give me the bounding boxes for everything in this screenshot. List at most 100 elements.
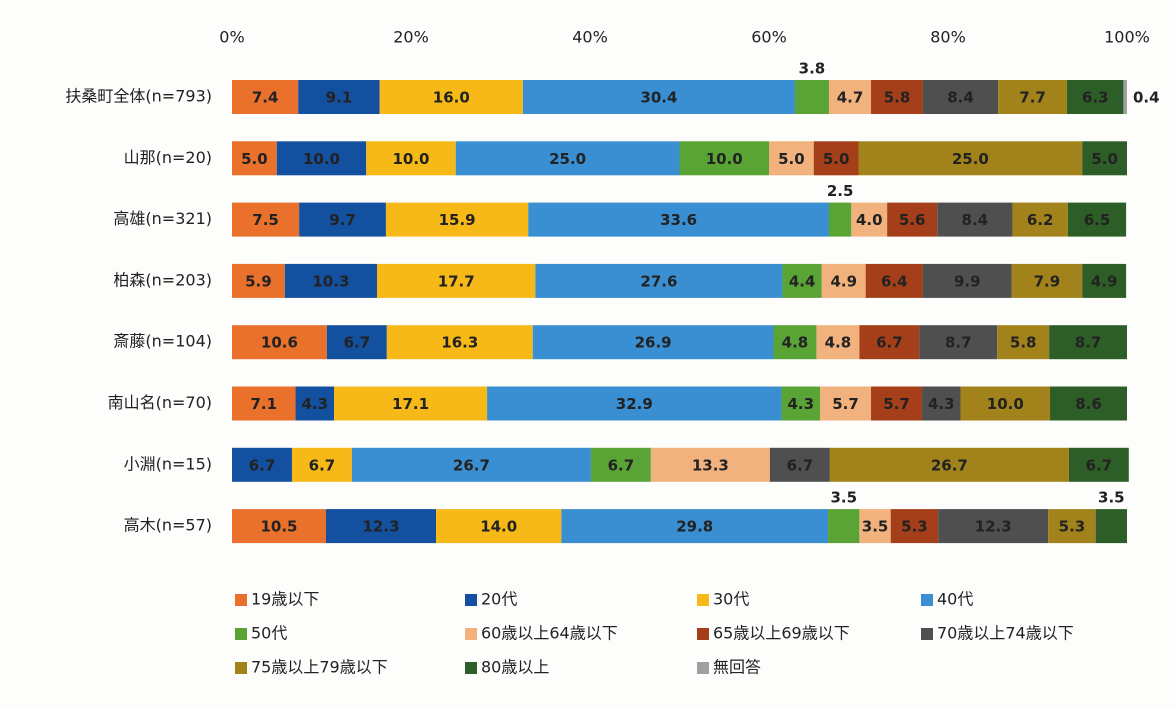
legend-swatch	[697, 594, 709, 606]
bar-segment	[334, 386, 488, 421]
legend-label: 50代	[251, 624, 287, 643]
value-label: 14.0	[480, 518, 517, 536]
category-label: 高木(n=57)	[124, 516, 212, 535]
value-label: 0.4	[1133, 89, 1160, 107]
bar-segment	[232, 80, 299, 114]
bar-segment	[366, 141, 456, 176]
value-label: 25.0	[952, 150, 989, 168]
value-label: 5.7	[832, 395, 859, 413]
legend-label: 20代	[481, 590, 517, 609]
value-label: 2.5	[827, 182, 854, 200]
bar-segment	[1011, 263, 1083, 298]
value-label: 3.5	[830, 489, 857, 507]
bar-segment	[858, 141, 1083, 176]
bar-segment	[938, 509, 1049, 544]
legend-label: 19歳以下	[251, 590, 319, 609]
bar-segment	[871, 386, 923, 421]
value-label: 10.5	[260, 518, 297, 536]
value-label: 7.9	[1034, 272, 1061, 290]
value-label: 7.1	[250, 395, 277, 413]
value-label: 5.0	[823, 150, 850, 168]
legend-swatch	[235, 594, 247, 606]
value-label: 5.9	[245, 272, 272, 290]
bar-segment	[528, 202, 829, 237]
bar-segment	[1082, 141, 1127, 176]
bar-segment	[532, 325, 774, 360]
bar-segment	[829, 447, 1069, 482]
bar-segment	[232, 141, 277, 176]
value-label: 5.0	[241, 150, 268, 168]
bar-segment	[561, 509, 829, 544]
value-label: 6.7	[344, 334, 371, 352]
value-label: 6.2	[1027, 211, 1054, 229]
value-label: 27.6	[640, 272, 677, 290]
value-label: 6.7	[249, 456, 276, 474]
legend-swatch	[921, 594, 933, 606]
bar-segment	[351, 447, 591, 482]
bar-segment	[773, 325, 817, 360]
value-label: 13.3	[692, 456, 729, 474]
bar-segment	[1050, 386, 1127, 421]
bar-segment	[291, 447, 352, 482]
category-label: 高雄(n=321)	[113, 209, 212, 228]
bar-segment	[232, 386, 296, 421]
bar-segment	[859, 325, 920, 360]
legend-swatch	[465, 628, 477, 640]
value-label: 4.0	[856, 211, 883, 229]
bar-segment	[821, 263, 866, 298]
x-tick-label: 100%	[1104, 28, 1150, 47]
value-label: 16.0	[433, 89, 470, 107]
bar-segment	[859, 509, 891, 544]
value-label: 6.7	[1086, 456, 1113, 474]
category-label: 南山名(n=70)	[108, 393, 212, 412]
value-label: 5.6	[899, 211, 926, 229]
bar-segment	[535, 263, 783, 298]
bar-segment	[232, 202, 300, 237]
bar-segment	[1095, 509, 1127, 544]
category-label: 扶桑町全体(n=793)	[65, 87, 212, 106]
value-label: 3.5	[862, 518, 889, 536]
value-label: 9.7	[329, 211, 356, 229]
value-label: 7.5	[252, 211, 279, 229]
bar-segment	[522, 80, 795, 114]
value-label: 6.5	[1084, 211, 1111, 229]
bar-segment	[828, 509, 860, 544]
value-label: 4.8	[782, 334, 809, 352]
value-label: 15.9	[439, 211, 476, 229]
x-tick-label: 80%	[930, 28, 966, 47]
legend-swatch	[697, 662, 709, 674]
legend-label: 75歳以上79歳以下	[251, 658, 388, 677]
value-label: 10.0	[392, 150, 429, 168]
bar-segment	[820, 386, 872, 421]
value-label: 32.9	[616, 395, 653, 413]
bar-segment	[386, 325, 533, 360]
value-label: 5.3	[1059, 518, 1086, 536]
value-label: 10.0	[706, 150, 743, 168]
bar-segment	[1123, 80, 1127, 114]
value-label: 16.3	[441, 334, 478, 352]
value-label: 4.4	[789, 272, 816, 290]
legend-swatch	[921, 628, 933, 640]
value-label: 30.4	[640, 89, 677, 107]
value-label: 6.3	[1082, 89, 1109, 107]
bar-segment	[1067, 202, 1127, 237]
value-label: 10.6	[261, 334, 298, 352]
value-label: 6.7	[787, 456, 814, 474]
value-label: 5.3	[901, 518, 928, 536]
category-label: 柏森(n=203)	[113, 270, 212, 289]
legend-swatch	[465, 594, 477, 606]
value-label: 4.3	[928, 395, 955, 413]
value-label: 4.9	[830, 272, 857, 290]
value-label: 6.4	[881, 272, 908, 290]
value-label: 17.7	[438, 272, 475, 290]
bar-segment	[1082, 263, 1127, 298]
bar-segment	[376, 263, 536, 298]
value-label: 6.7	[608, 456, 635, 474]
bar-segment	[890, 509, 939, 544]
x-tick-label: 0%	[219, 28, 244, 47]
bar-segment	[937, 202, 1013, 237]
value-label: 4.3	[301, 395, 328, 413]
bar-segment	[232, 325, 327, 360]
value-label: 4.8	[825, 334, 852, 352]
